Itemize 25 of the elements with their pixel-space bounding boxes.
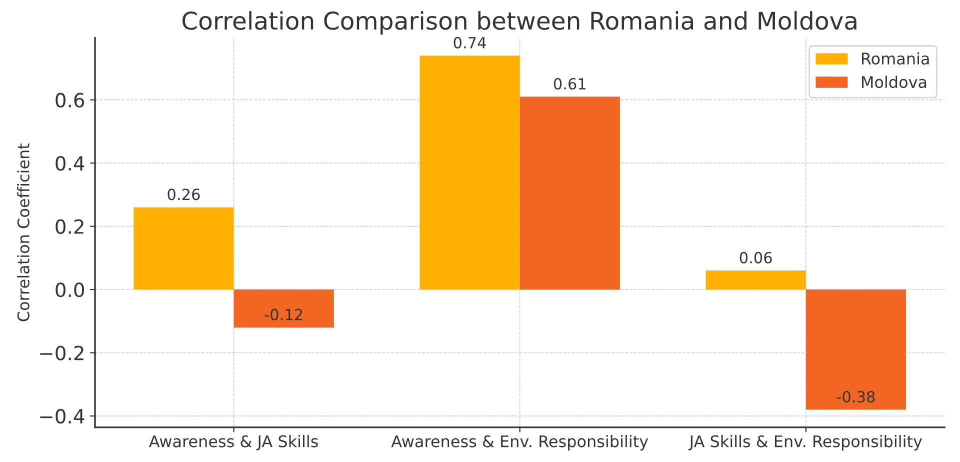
legend-label: Romania [862, 52, 929, 65]
data-label: -0.38 [836, 390, 875, 403]
data-label: 0.74 [454, 36, 486, 48]
x-tick-label: Awareness & JA Skills [148, 434, 318, 450]
y-tick-label: 0.0 [56, 282, 84, 298]
y-axis-title: Correlation Coefficient [17, 143, 30, 322]
data-label: 0.06 [740, 252, 772, 264]
y-tick-label: 0.2 [56, 219, 84, 234]
data-label: 0.26 [168, 188, 200, 200]
chart-title: Correlation Comparison between Romania and Moldova [182, 11, 856, 35]
bar [520, 96, 620, 290]
x-tick-label: JA Skills & Env. Responsibility [688, 434, 922, 450]
legend-label: Moldova [862, 76, 926, 88]
bar [806, 290, 906, 410]
bar [420, 56, 520, 290]
y-tick-label: 0.6 [56, 92, 84, 108]
bar [706, 270, 806, 290]
data-label: 0.61 [554, 78, 586, 90]
y-tick-label: −0.2 [40, 346, 84, 360]
bar [134, 207, 234, 290]
y-tick-label: −0.4 [40, 408, 84, 424]
y-tick-label: 0.4 [56, 156, 84, 171]
data-label: -0.12 [264, 308, 302, 320]
bar [234, 290, 334, 328]
x-tick-label: Awareness & Env. Responsibility [391, 434, 648, 450]
